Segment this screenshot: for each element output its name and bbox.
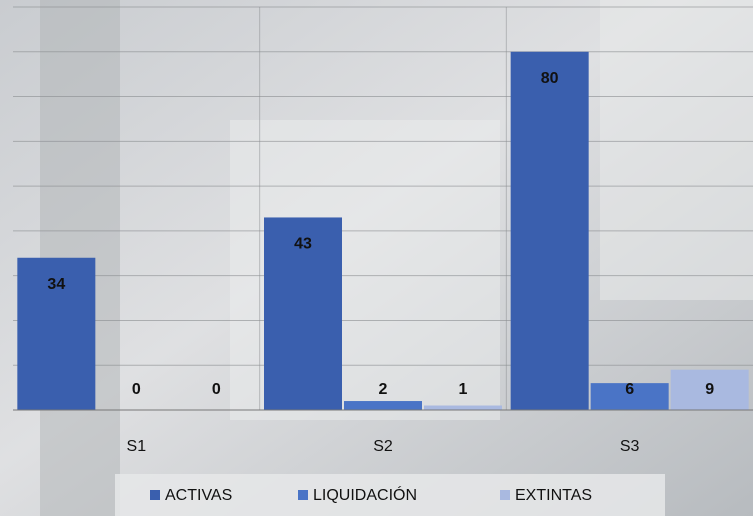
data-label: 80 bbox=[541, 70, 559, 87]
bar bbox=[344, 401, 422, 410]
legend-label: EXTINTAS bbox=[515, 487, 592, 504]
legend-label: LIQUIDACIÓN bbox=[313, 485, 417, 504]
background-building bbox=[600, 0, 753, 300]
data-label: 2 bbox=[379, 381, 388, 398]
bar bbox=[17, 257, 96, 410]
bar bbox=[590, 383, 669, 410]
legend-box bbox=[115, 474, 665, 516]
bar bbox=[670, 369, 749, 410]
x-tick-label: S3 bbox=[620, 438, 640, 455]
data-label: 43 bbox=[294, 236, 312, 253]
data-label: 1 bbox=[459, 381, 468, 398]
x-tick-label: S2 bbox=[373, 438, 393, 455]
bar bbox=[424, 405, 502, 410]
data-label: 34 bbox=[47, 276, 65, 293]
legend-swatch bbox=[298, 490, 308, 500]
legend-swatch bbox=[150, 490, 160, 500]
data-label: 0 bbox=[132, 381, 141, 398]
bar bbox=[510, 51, 589, 411]
data-label: 9 bbox=[705, 381, 714, 398]
data-label: 6 bbox=[625, 381, 634, 398]
bar bbox=[264, 217, 342, 410]
data-label: 0 bbox=[212, 381, 221, 398]
legend-swatch bbox=[500, 490, 510, 500]
x-tick-label: S1 bbox=[127, 438, 147, 455]
legend-label: ACTIVAS bbox=[165, 487, 232, 504]
